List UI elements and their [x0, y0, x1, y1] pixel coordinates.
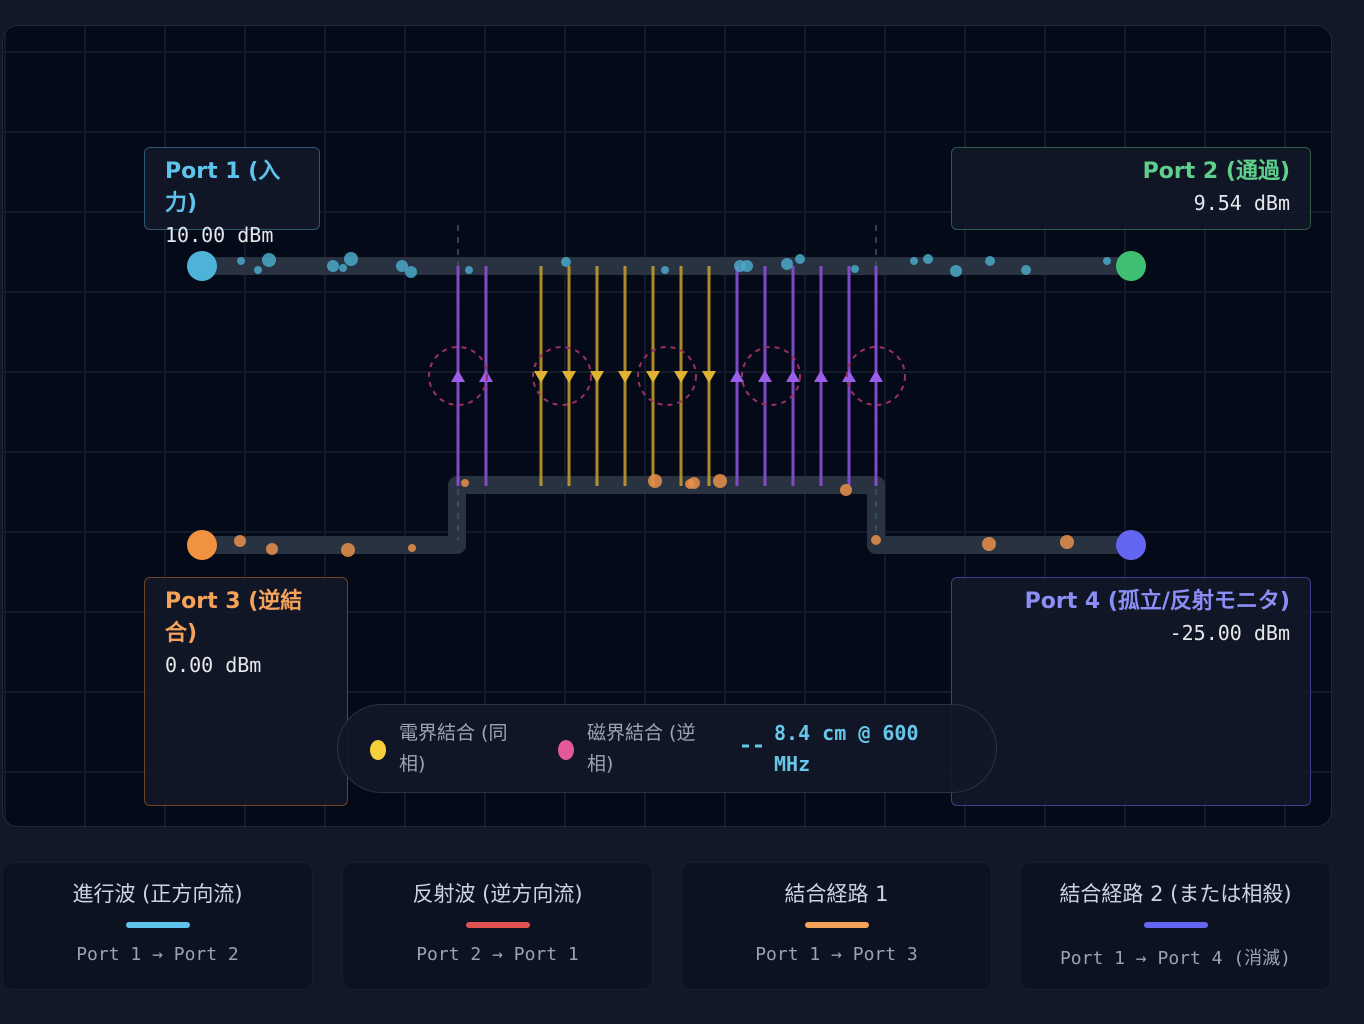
wave-particle [871, 535, 881, 545]
wave-particle [851, 265, 859, 273]
legend-dot [558, 740, 574, 760]
info-card: 反射波 (逆方向流) Port 2 → Port 1 [342, 862, 653, 990]
wave-particle [982, 537, 996, 551]
wave-particle [341, 543, 355, 557]
h-arrow [814, 370, 828, 382]
wave-particle [985, 256, 995, 266]
legend-item: 磁界結合 (逆相) [587, 722, 696, 775]
port-node [187, 251, 217, 281]
wave-particle [262, 253, 276, 267]
port-box: Port 3 (逆結合) 0.00 dBm [144, 577, 348, 806]
info-card: 進行波 (正方向流) Port 1 → Port 2 [2, 862, 313, 990]
card-title: 結合経路 1 [784, 882, 889, 906]
port-power: 0.00 dBm [165, 653, 262, 677]
card-route: Port 1 → Port 2 [76, 944, 239, 965]
e-arrow [618, 371, 632, 383]
h-arrow [869, 370, 883, 382]
port-name: Port 4 (孤立/反射モニタ) [1024, 589, 1290, 614]
card-title: 進行波 (正方向流) [72, 882, 243, 906]
wave-particle [561, 257, 571, 267]
legend-dash [742, 744, 764, 748]
wave-particle [840, 484, 852, 496]
wave-particle [254, 266, 262, 274]
legend: 電界結合 (同相) 磁界結合 (逆相) 8.4 cm @ 600 MHz [337, 704, 997, 793]
wave-particle [1103, 257, 1111, 265]
wave-particle [910, 257, 918, 265]
card-route: Port 1 → Port 4 (消滅) [1059, 948, 1292, 969]
port-name: Port 3 (逆結合) [165, 589, 303, 646]
wave-particle [741, 260, 753, 272]
wave-particle [648, 474, 662, 488]
legend-scale: 8.4 cm @ 600 MHz [774, 721, 919, 776]
card-bar [465, 922, 530, 928]
wave-particle [1021, 265, 1031, 275]
wave-particle [661, 266, 669, 274]
coupler-panel: Port 1 (入力) 10.00 dBm Port 2 (通過) 9.54 d… [2, 25, 1332, 827]
port-box: Port 2 (通過) 9.54 dBm [951, 147, 1311, 230]
wave-particle [688, 477, 700, 489]
port-node [187, 530, 217, 560]
legend-dot [370, 740, 386, 760]
port-name: Port 2 (通過) [1142, 159, 1290, 184]
e-arrow [702, 371, 716, 383]
wave-particle [713, 474, 727, 488]
wave-particle [461, 479, 469, 487]
wave-particle [327, 260, 339, 272]
info-card: 結合経路 2 (または相殺) Port 1 → Port 4 (消滅) [1020, 862, 1331, 990]
wave-particle [344, 252, 358, 266]
wave-particle [781, 258, 793, 270]
info-card: 結合経路 1 Port 1 → Port 3 [681, 862, 992, 990]
card-bar [804, 922, 869, 928]
legend-item: 電界結合 (同相) [399, 722, 508, 775]
field-ring [741, 346, 801, 406]
wave-particle [408, 544, 416, 552]
card-route: Port 2 → Port 1 [416, 944, 579, 965]
e-arrow [534, 371, 548, 383]
port-power: -25.00 dBm [1169, 621, 1290, 645]
port-node [1116, 530, 1146, 560]
port-power: 9.54 dBm [1193, 191, 1290, 215]
coupled-line [202, 476, 1118, 554]
port-box: Port 1 (入力) 10.00 dBm [144, 147, 320, 247]
h-arrow [730, 370, 744, 382]
card-bar [1143, 922, 1208, 928]
port-node [1116, 251, 1146, 281]
card-title: 反射波 (逆方向流) [412, 882, 583, 906]
wave-particle [405, 266, 417, 278]
card-title: 結合経路 2 (または相殺) [1059, 882, 1292, 906]
wave-particle [1060, 535, 1074, 549]
field-ring [428, 346, 488, 406]
port-box: Port 4 (孤立/反射モニタ) -25.00 dBm [951, 577, 1311, 806]
e-arrow [562, 371, 576, 383]
e-arrow [590, 371, 604, 383]
wave-particle [950, 265, 962, 277]
field-ring [846, 346, 906, 406]
port-name: Port 1 (入力) [165, 159, 281, 216]
wave-particle [396, 260, 408, 272]
port-power: 10.00 dBm [165, 223, 274, 247]
wave-particle [266, 543, 278, 555]
wave-particle [237, 257, 245, 265]
h-arrow [758, 370, 772, 382]
e-arrow [674, 371, 688, 383]
card-route: Port 1 → Port 3 [755, 944, 918, 965]
h-arrow [451, 370, 465, 382]
wave-particle [339, 264, 347, 272]
wave-particle [465, 266, 473, 274]
h-arrow [842, 370, 856, 382]
field-ring [532, 346, 592, 406]
wave-particle [923, 254, 933, 264]
h-arrow [786, 370, 800, 382]
e-arrow [646, 371, 660, 383]
card-bar [125, 922, 190, 928]
field-ring [637, 346, 697, 406]
wave-particle [795, 254, 805, 264]
wave-particle [234, 535, 246, 547]
